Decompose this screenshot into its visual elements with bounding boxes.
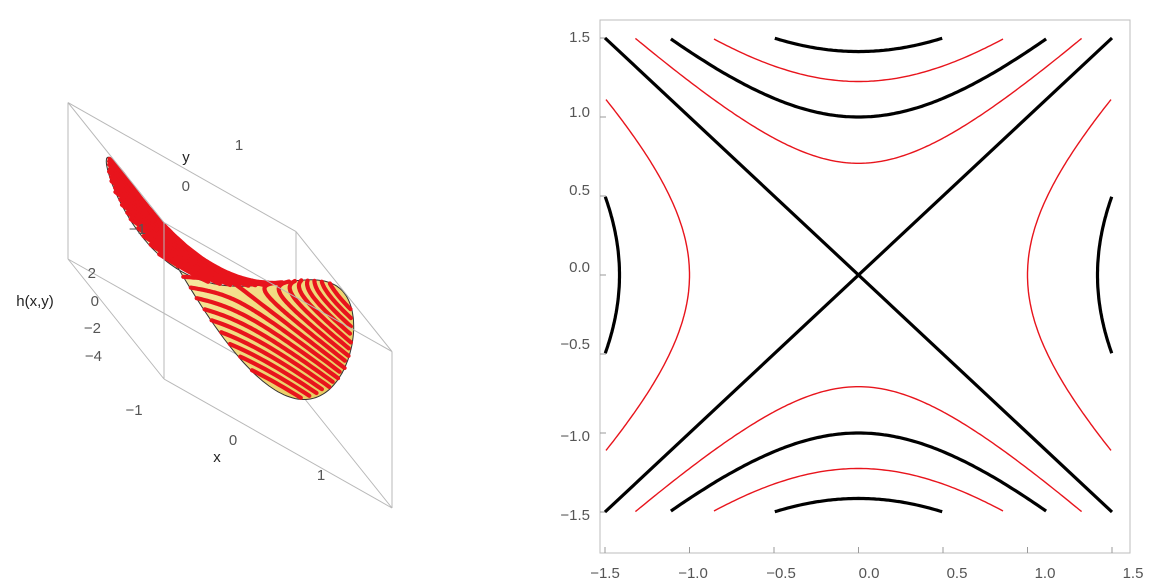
- y-tick-label: 0: [182, 178, 190, 195]
- y-tick-label: 1.0: [569, 104, 590, 121]
- plot-frame: [599, 19, 1131, 554]
- contour-line-level-neg0_5: [634, 386, 1083, 513]
- contour-line-level-neg1_5: [713, 467, 1004, 512]
- surface-contour-line: [227, 341, 319, 396]
- x-tick-label: 0: [229, 432, 237, 449]
- surface-contour-line: [319, 279, 353, 321]
- y-tick-label: 1: [235, 137, 243, 154]
- y-axis-label: y: [182, 149, 190, 166]
- box-edge: [67, 102, 165, 223]
- contour-line-level-2: [1095, 196, 1114, 354]
- axes-labels-3d: −1 0 1 x −1 0 1 y 2 0 −2 −4 h(x,y): [16, 137, 325, 484]
- contour-line-level-neg1_5: [713, 38, 1004, 83]
- contour-line-level-2: [603, 196, 622, 354]
- surface-contour-line: [287, 278, 351, 351]
- y-tick-label: 1.5: [569, 29, 590, 46]
- x-tick-label: 1: [317, 467, 325, 484]
- x-tick-label: −1.5: [590, 565, 620, 582]
- contour-line-level-neg0_5: [634, 37, 1083, 164]
- z-tick-label: 2: [88, 265, 96, 282]
- box-edge: [67, 258, 165, 380]
- surface-contours: [107, 156, 353, 400]
- y-tick-label: −1.5: [560, 507, 590, 524]
- surface-contour-line: [276, 279, 351, 358]
- x-tick-label: −0.5: [766, 565, 796, 582]
- y-tick-label: −0.5: [560, 336, 590, 353]
- contour-line-level-0: [603, 36, 1114, 514]
- surface-contour-line: [194, 296, 341, 381]
- x-tick-label: 0.5: [947, 565, 968, 582]
- box-edge: [163, 378, 393, 509]
- z-tick-label: −4: [85, 348, 102, 365]
- y-tick-label: 0.0: [569, 259, 590, 276]
- contour-line-level-neg1: [669, 37, 1048, 119]
- box-edge: [67, 102, 297, 233]
- surface-contour-line: [296, 278, 353, 345]
- x-tick-label: −1: [125, 402, 142, 419]
- box-edge: [295, 231, 393, 352]
- z-axis-label: h(x,y): [16, 293, 54, 310]
- contour-line-level-neg2: [774, 496, 943, 514]
- surface-plot-3d: −1 0 1 x −1 0 1 y 2 0 −2 −4 h(x,y): [16, 102, 393, 509]
- tick-marks: [600, 37, 1113, 553]
- bounding-box-front: [67, 102, 393, 509]
- x-tick-label: 1.5: [1123, 565, 1144, 582]
- z-tick-label: −2: [84, 320, 101, 337]
- z-tick-label: 0: [91, 293, 99, 310]
- box-edge: [163, 222, 393, 353]
- contour-line-level-1: [605, 99, 691, 451]
- x-axis-label: x: [213, 449, 221, 466]
- surface-contour-line: [249, 368, 303, 400]
- contour-line-level-neg1: [669, 431, 1048, 513]
- y-tick-label: −1: [129, 221, 146, 238]
- contour-plot-2d: −1.5 −1.0 −0.5 0.0 0.5 1.0 1.5 1.5 1.0 0…: [560, 19, 1143, 582]
- contour-line-level-neg2: [774, 36, 943, 54]
- tick-labels: −1.5 −1.0 −0.5 0.0 0.5 1.0 1.5 1.5 1.0 0…: [560, 29, 1143, 582]
- surface-contour-line: [219, 330, 324, 392]
- surface-contour-line: [305, 278, 353, 336]
- surface-contour-line: [188, 285, 342, 374]
- surface-contour-line: [327, 281, 353, 312]
- surface-contour-line: [107, 156, 133, 187]
- contour-line-level-1: [1026, 99, 1112, 451]
- x-tick-label: 1.0: [1035, 565, 1056, 582]
- surface-contour-line: [202, 307, 335, 384]
- contour-lines: [603, 36, 1114, 514]
- surface-contour-line: [238, 354, 312, 398]
- y-tick-label: 0.5: [569, 182, 590, 199]
- surface-contour-line: [209, 318, 332, 389]
- y-tick-label: −1.0: [560, 428, 590, 445]
- surface-contour-line: [262, 280, 347, 363]
- x-tick-label: −1.0: [678, 565, 708, 582]
- x-tick-label: 0.0: [859, 565, 880, 582]
- box-edge: [295, 387, 393, 509]
- surface-contour-line: [312, 278, 353, 329]
